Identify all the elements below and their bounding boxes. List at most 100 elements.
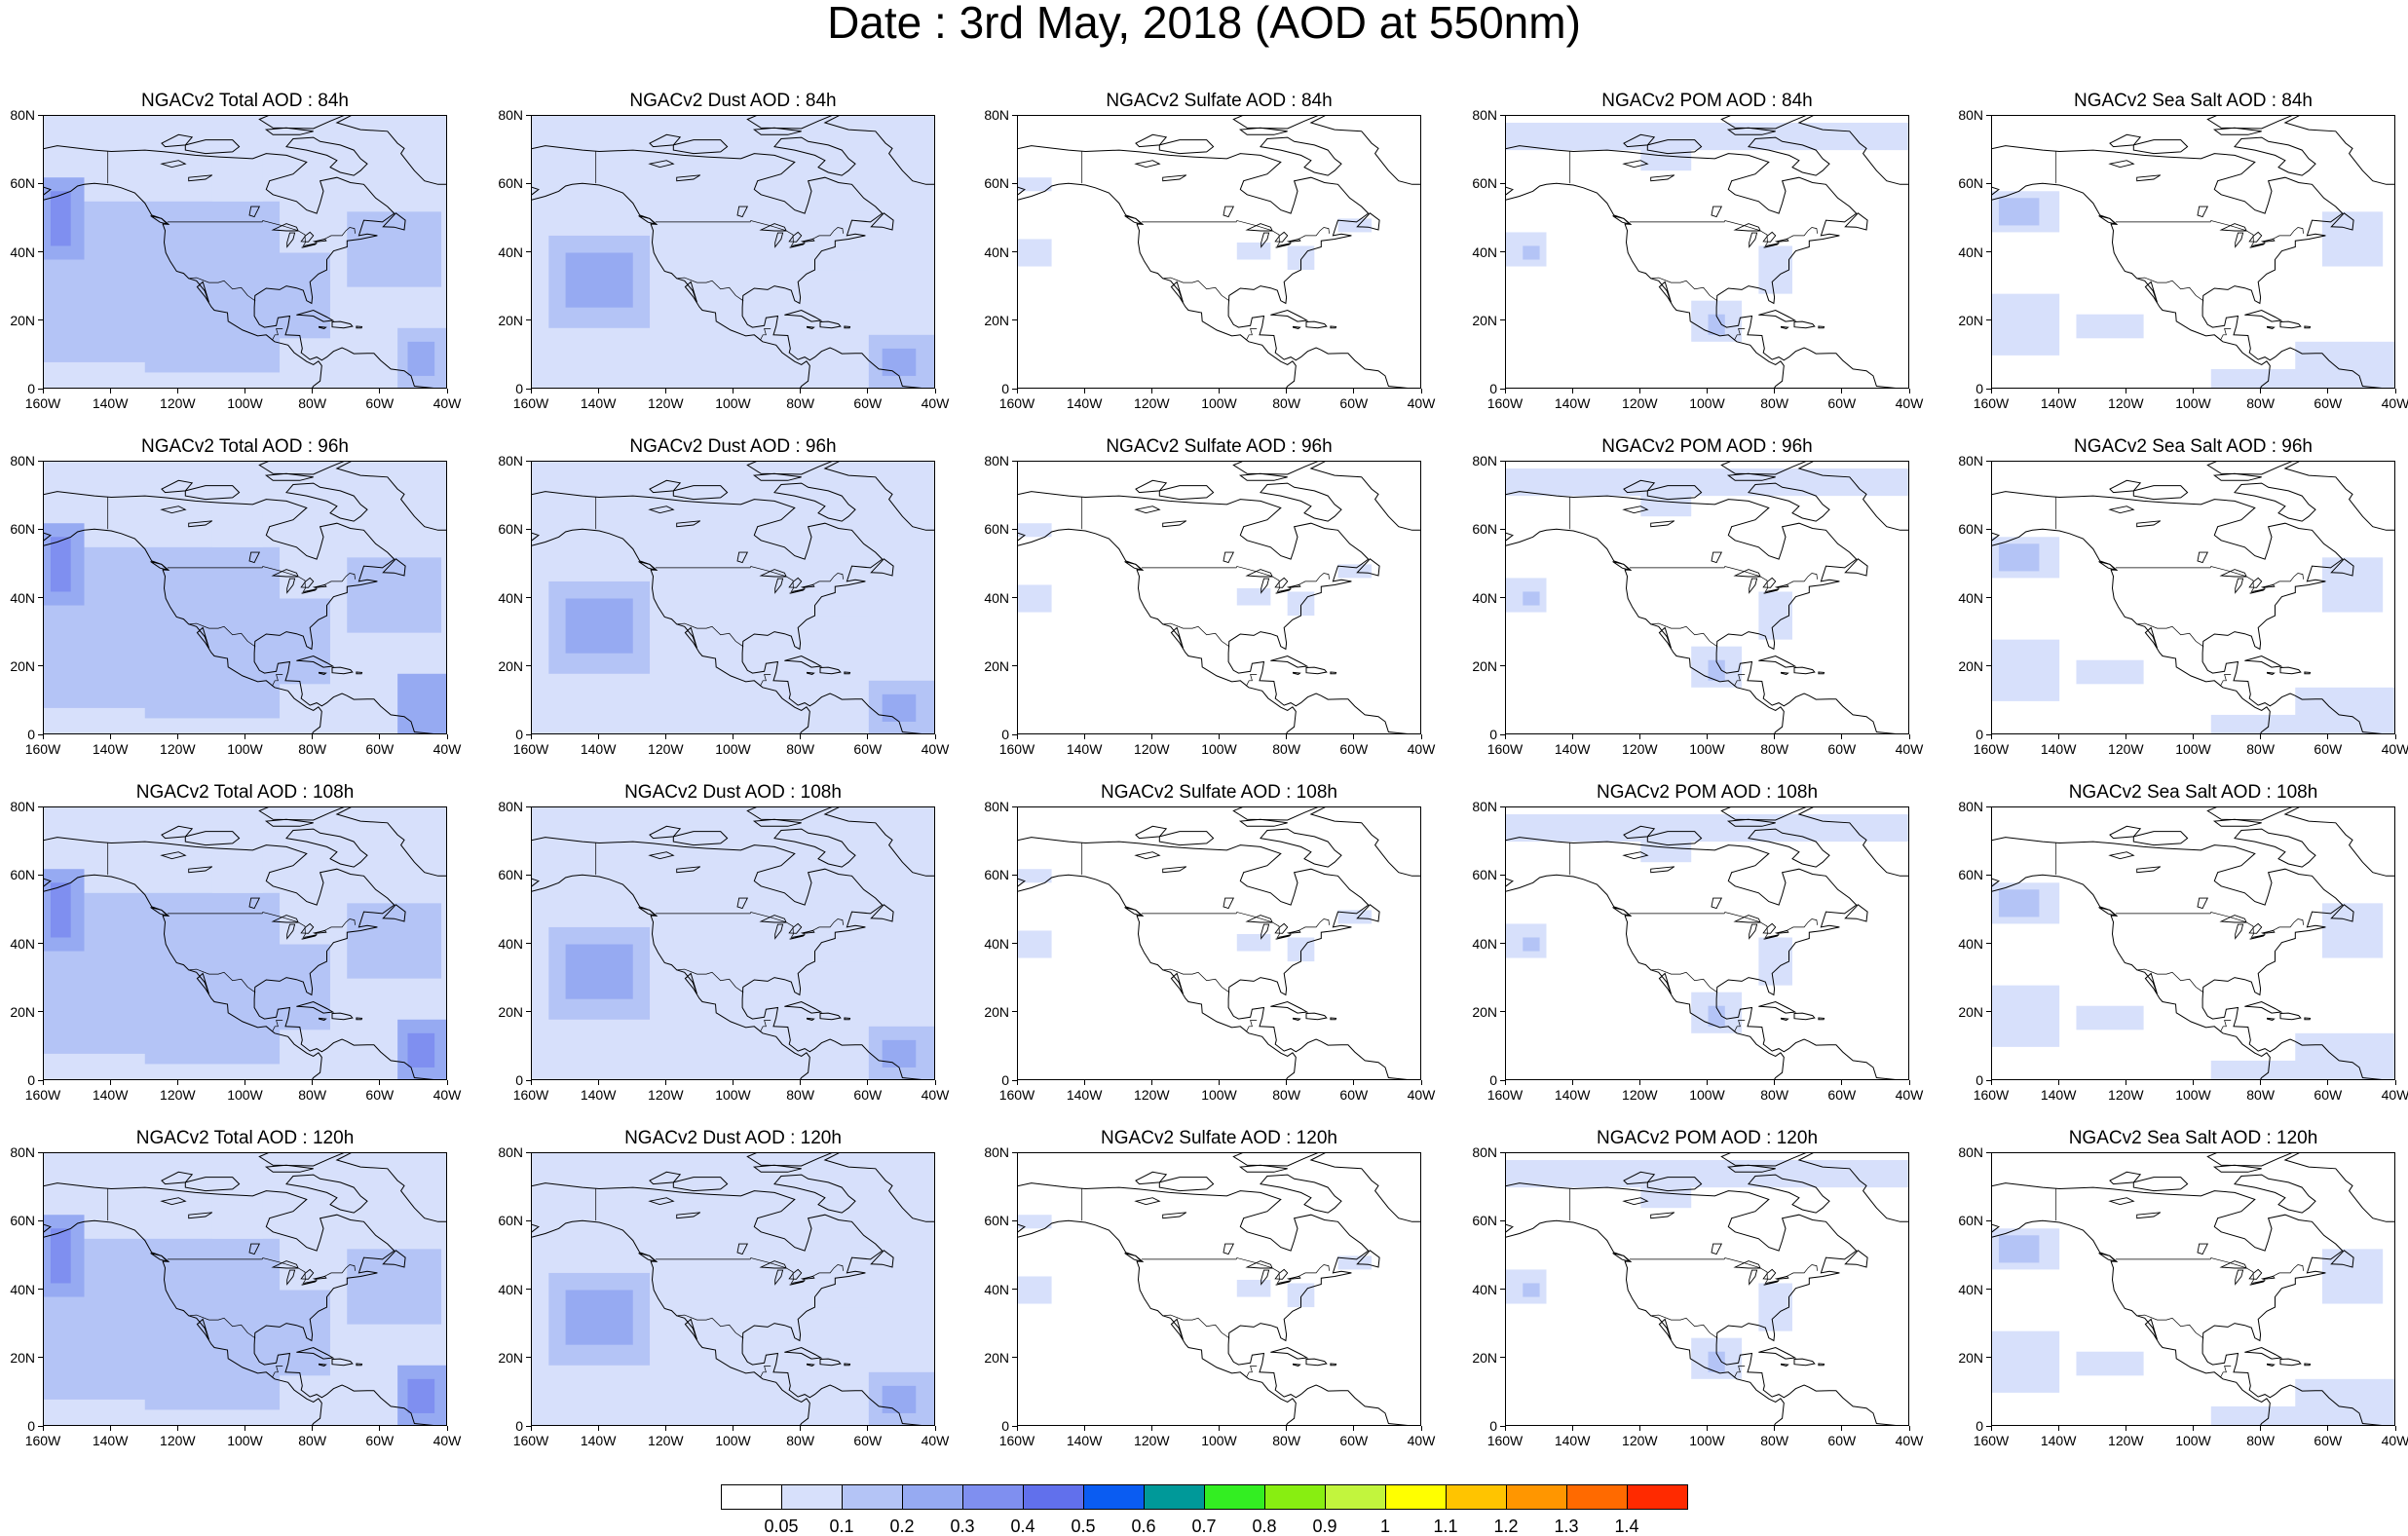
lake-outline	[188, 174, 213, 182]
x-tick-label: 160W	[1973, 741, 2010, 757]
x-tick-mark	[597, 1426, 599, 1431]
y-tick-label: 20N	[498, 1349, 523, 1366]
colorbar-swatch	[1506, 1484, 1567, 1510]
coastline	[1797, 807, 1908, 877]
coastline	[335, 807, 446, 877]
x-tick-mark	[1774, 389, 1776, 393]
x-tick-mark	[2327, 1080, 2329, 1085]
y-tick-mark	[38, 665, 43, 667]
x-tick-label: 100W	[1689, 1087, 1725, 1103]
map-plot-total-84h	[44, 116, 446, 388]
y-tick-mark	[1500, 182, 1505, 184]
lake-outline	[271, 1260, 299, 1269]
aod-field-patch	[1758, 591, 1792, 640]
coastline	[819, 320, 842, 329]
y-tick-mark	[526, 388, 531, 390]
x-tick-mark	[2394, 389, 2396, 393]
coastline	[1797, 1153, 1908, 1222]
y-tick-mark	[38, 1219, 43, 1221]
coastline	[2244, 309, 2283, 322]
x-tick-label: 100W	[715, 1087, 751, 1103]
coastline	[2244, 655, 2283, 668]
coastline	[2267, 325, 2276, 330]
x-tick-label: 100W	[227, 1087, 263, 1103]
x-tick-mark	[597, 734, 599, 739]
y-tick-label: 80N	[10, 453, 35, 468]
coastline	[2330, 904, 2354, 922]
x-tick-label: 140W	[92, 395, 129, 411]
aod-field-patch	[50, 882, 71, 938]
coastline	[823, 807, 934, 877]
coastline	[2283, 1153, 2394, 1222]
x-tick-label: 80W	[786, 1433, 815, 1448]
coastline	[1758, 1346, 1797, 1360]
coastline	[44, 1182, 434, 1425]
coastline	[331, 1012, 354, 1021]
y-tick-mark	[1500, 805, 1505, 807]
aod-field-patch	[817, 1307, 869, 1342]
coastline	[1506, 145, 1897, 388]
country-border	[272, 328, 283, 341]
colorbar-swatch	[1023, 1484, 1084, 1510]
aod-field-patch	[882, 348, 917, 376]
aod-field-patch	[407, 1378, 435, 1413]
aod-field-patch	[347, 1249, 442, 1325]
lake-outline	[1733, 569, 1761, 578]
coastline	[331, 320, 354, 329]
coastline	[1818, 1017, 1825, 1021]
y-tick-mark	[1500, 1151, 1505, 1153]
x-tick-label: 100W	[1201, 1087, 1237, 1103]
aod-field-patch	[1708, 659, 1725, 681]
coastline	[2206, 807, 2293, 821]
y-tick-label: 20N	[1958, 1003, 1983, 1020]
y-tick-mark	[1986, 182, 1991, 184]
x-tick-label: 120W	[648, 1087, 684, 1103]
lake-outline	[2197, 1243, 2209, 1255]
x-tick-label: 40W	[921, 741, 950, 757]
x-tick-label: 80W	[786, 741, 815, 757]
coastline	[1238, 472, 1288, 481]
aod-field-patch	[1523, 591, 1540, 606]
coastline	[1793, 1358, 1816, 1367]
country-border	[1629, 1257, 1818, 1285]
coastline	[296, 655, 335, 668]
x-tick-label: 120W	[2108, 741, 2144, 757]
colorbar-label: 0.7	[1191, 1517, 1217, 1536]
map-plot-sulfate-108h	[1018, 807, 1420, 1079]
y-tick-mark	[38, 319, 43, 321]
x-tick-label: 40W	[1407, 395, 1436, 411]
x-tick-mark	[530, 1426, 532, 1431]
coastline	[1309, 116, 1420, 185]
x-tick-label: 120W	[1134, 741, 1170, 757]
y-tick-label: 80N	[1958, 799, 1983, 814]
x-tick-mark	[733, 389, 734, 393]
x-tick-mark	[379, 389, 381, 393]
coastline	[2244, 1346, 2283, 1360]
aod-field-patch	[882, 693, 917, 722]
y-tick-label: 60N	[498, 1213, 523, 1229]
coastline	[184, 1177, 241, 1192]
x-tick-label: 120W	[2108, 1433, 2144, 1448]
y-tick-mark	[526, 1289, 531, 1290]
coastline	[335, 462, 446, 531]
x-tick-label: 100W	[2175, 741, 2211, 757]
country-border	[2220, 1020, 2232, 1032]
lake-outline	[1733, 223, 1761, 232]
aod-field-patch	[1337, 1255, 1373, 1270]
x-tick-mark	[1908, 734, 1910, 739]
country-border	[1629, 566, 1818, 593]
y-tick-mark	[38, 528, 43, 530]
x-tick-mark	[1841, 1426, 1843, 1431]
y-tick-label: 80N	[984, 453, 1009, 468]
lake-outline	[2197, 897, 2209, 910]
coastline	[1612, 907, 1632, 917]
x-tick-mark	[530, 389, 532, 393]
y-tick-label: 60N	[10, 521, 35, 538]
x-tick-label: 60W	[853, 741, 883, 757]
map-total-120h	[43, 1152, 447, 1426]
y-tick-label: 60N	[1958, 867, 1983, 883]
coastline	[2098, 561, 2118, 571]
country-border	[2115, 220, 2304, 247]
x-tick-mark	[2327, 1426, 2329, 1431]
country-border	[1246, 674, 1258, 687]
